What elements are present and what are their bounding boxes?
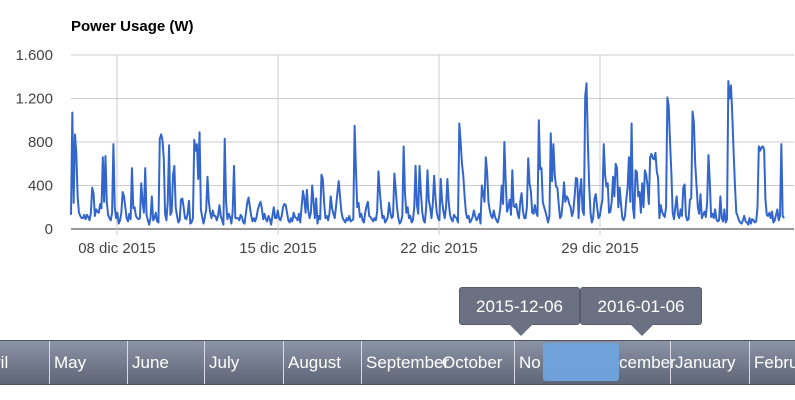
x-tick-label: 15 dic 2015: [239, 240, 317, 257]
navigator-month: August: [283, 341, 361, 384]
navigator-month: cember: [619, 353, 676, 372]
navigator-month: ril: [0, 341, 50, 384]
range-navigator[interactable]: ril May June July August September Octob…: [0, 340, 795, 385]
navigator-month: October: [442, 353, 503, 372]
grid-layer: [71, 54, 794, 235]
chart-title: Power Usage (W): [71, 18, 194, 35]
navigator-month: September: [361, 341, 449, 384]
range-end-tooltip: 2016-01-06: [580, 287, 702, 336]
y-tick-label: 1.600: [15, 47, 53, 64]
navigator-selection-handle[interactable]: [543, 343, 619, 381]
y-tick-labels: 0 400 800 1.200 1.600: [15, 47, 53, 238]
y-tick-label: 800: [28, 134, 53, 151]
chart-plot: 0 400 800 1.200 1.600 08 dic 2015 15 dic 2015…: [15, 47, 794, 257]
x-tick-labels: 08 dic 2015 15 dic 2015 22 dic 2015 29 dic …: [78, 240, 639, 257]
x-tick-label: 22 dic 2015: [400, 240, 478, 257]
navigator-month: January: [670, 341, 750, 384]
navigator-month: May: [49, 341, 127, 384]
x-tick-label: 08 dic 2015: [78, 240, 156, 257]
navigator-month: Febru: [749, 341, 795, 384]
x-tick-label: 29 dic 2015: [561, 240, 639, 257]
navigator-month: June: [127, 341, 204, 384]
y-tick-label: 400: [28, 178, 53, 195]
navigator-month: No: [514, 341, 544, 384]
series-line: [70, 80, 785, 226]
range-start-tooltip: 2015-12-06: [459, 287, 580, 336]
y-tick-label: 0: [45, 221, 53, 238]
navigator-month: July: [204, 341, 283, 384]
y-tick-label: 1.200: [15, 91, 53, 108]
